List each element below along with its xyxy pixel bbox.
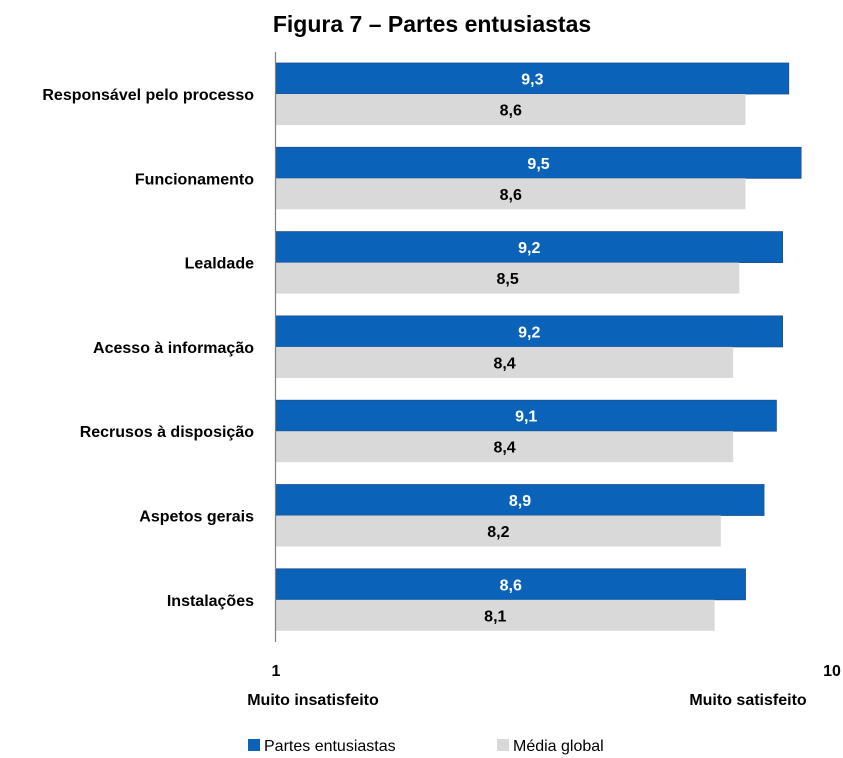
bar-media-global-aspetos-gerais — [276, 515, 721, 547]
bar-media-global-funcionamento — [276, 178, 746, 210]
data-label-partes-entusiastas-aspetos-gerais: 8,9 — [509, 493, 531, 510]
data-label-media-global-funcionamento: 8,6 — [500, 187, 522, 204]
legend-swatch-partes-entusiastas — [248, 739, 260, 751]
data-label-partes-entusiastas-recrusos-a-disposicao: 9,1 — [515, 409, 537, 426]
category-label-funcionamento: Funcionamento — [135, 171, 254, 188]
data-label-partes-entusiastas-acesso-a-informacao: 9,2 — [518, 324, 540, 341]
data-label-media-global-recrusos-a-disposicao: 8,4 — [493, 440, 515, 457]
category-label-aspetos-gerais: Aspetos gerais — [139, 509, 254, 526]
legend: Partes entusiastas Média global — [248, 738, 604, 755]
data-label-media-global-instalacoes: 8,1 — [484, 608, 506, 625]
chart-title: Figura 7 – Partes entusiastas — [273, 11, 591, 37]
legend-label-media-global: Média global — [513, 738, 604, 755]
category-label-responsavel-pelo-processo: Responsável pelo processo — [42, 87, 254, 104]
data-label-media-global-lealdade: 8,5 — [497, 271, 519, 288]
bar-partes-entusiastas-responsavel-pelo-processo — [275, 62, 790, 95]
data-label-partes-entusiastas-instalacoes: 8,6 — [500, 577, 522, 594]
category-label-lealdade: Lealdade — [185, 256, 254, 273]
data-label-partes-entusiastas-funcionamento: 9,5 — [527, 156, 549, 173]
bar-partes-entusiastas-lealdade — [275, 231, 783, 264]
bar-media-global-acesso-a-informacao — [276, 346, 734, 378]
legend-label-partes-entusiastas: Partes entusiastas — [264, 738, 396, 755]
x-min-caption: Muito insatisfeito — [247, 692, 379, 709]
x-max-caption: Muito satisfeito — [689, 692, 807, 709]
bar-media-global-responsavel-pelo-processo — [276, 94, 746, 125]
data-label-media-global-acesso-a-informacao: 8,4 — [493, 355, 515, 372]
data-label-media-global-aspetos-gerais: 8,2 — [487, 524, 509, 541]
data-label-media-global-responsavel-pelo-processo: 8,6 — [500, 103, 522, 120]
bar-media-global-lealdade — [276, 262, 740, 294]
plot-area: Responsável pelo processo 9,3 8,6 Funcionam… — [42, 62, 802, 631]
bar-partes-entusiastas-funcionamento — [275, 146, 802, 179]
bar-partes-entusiastas-instalacoes — [275, 568, 746, 601]
bar-media-global-instalacoes — [276, 599, 715, 631]
x-tick-min: 1 — [272, 663, 281, 680]
data-label-partes-entusiastas-lealdade: 9,2 — [518, 240, 540, 257]
x-tick-max: 10 — [823, 663, 841, 680]
category-label-acesso-a-informacao: Acesso à informação — [93, 340, 254, 357]
data-label-partes-entusiastas-responsavel-pelo-processo: 9,3 — [521, 72, 543, 89]
category-label-instalacoes: Instalações — [167, 593, 254, 610]
category-label-recrusos-a-disposicao: Recrusos à disposição — [80, 424, 255, 441]
bar-media-global-recrusos-a-disposicao — [276, 431, 734, 463]
legend-swatch-media-global — [497, 739, 509, 751]
